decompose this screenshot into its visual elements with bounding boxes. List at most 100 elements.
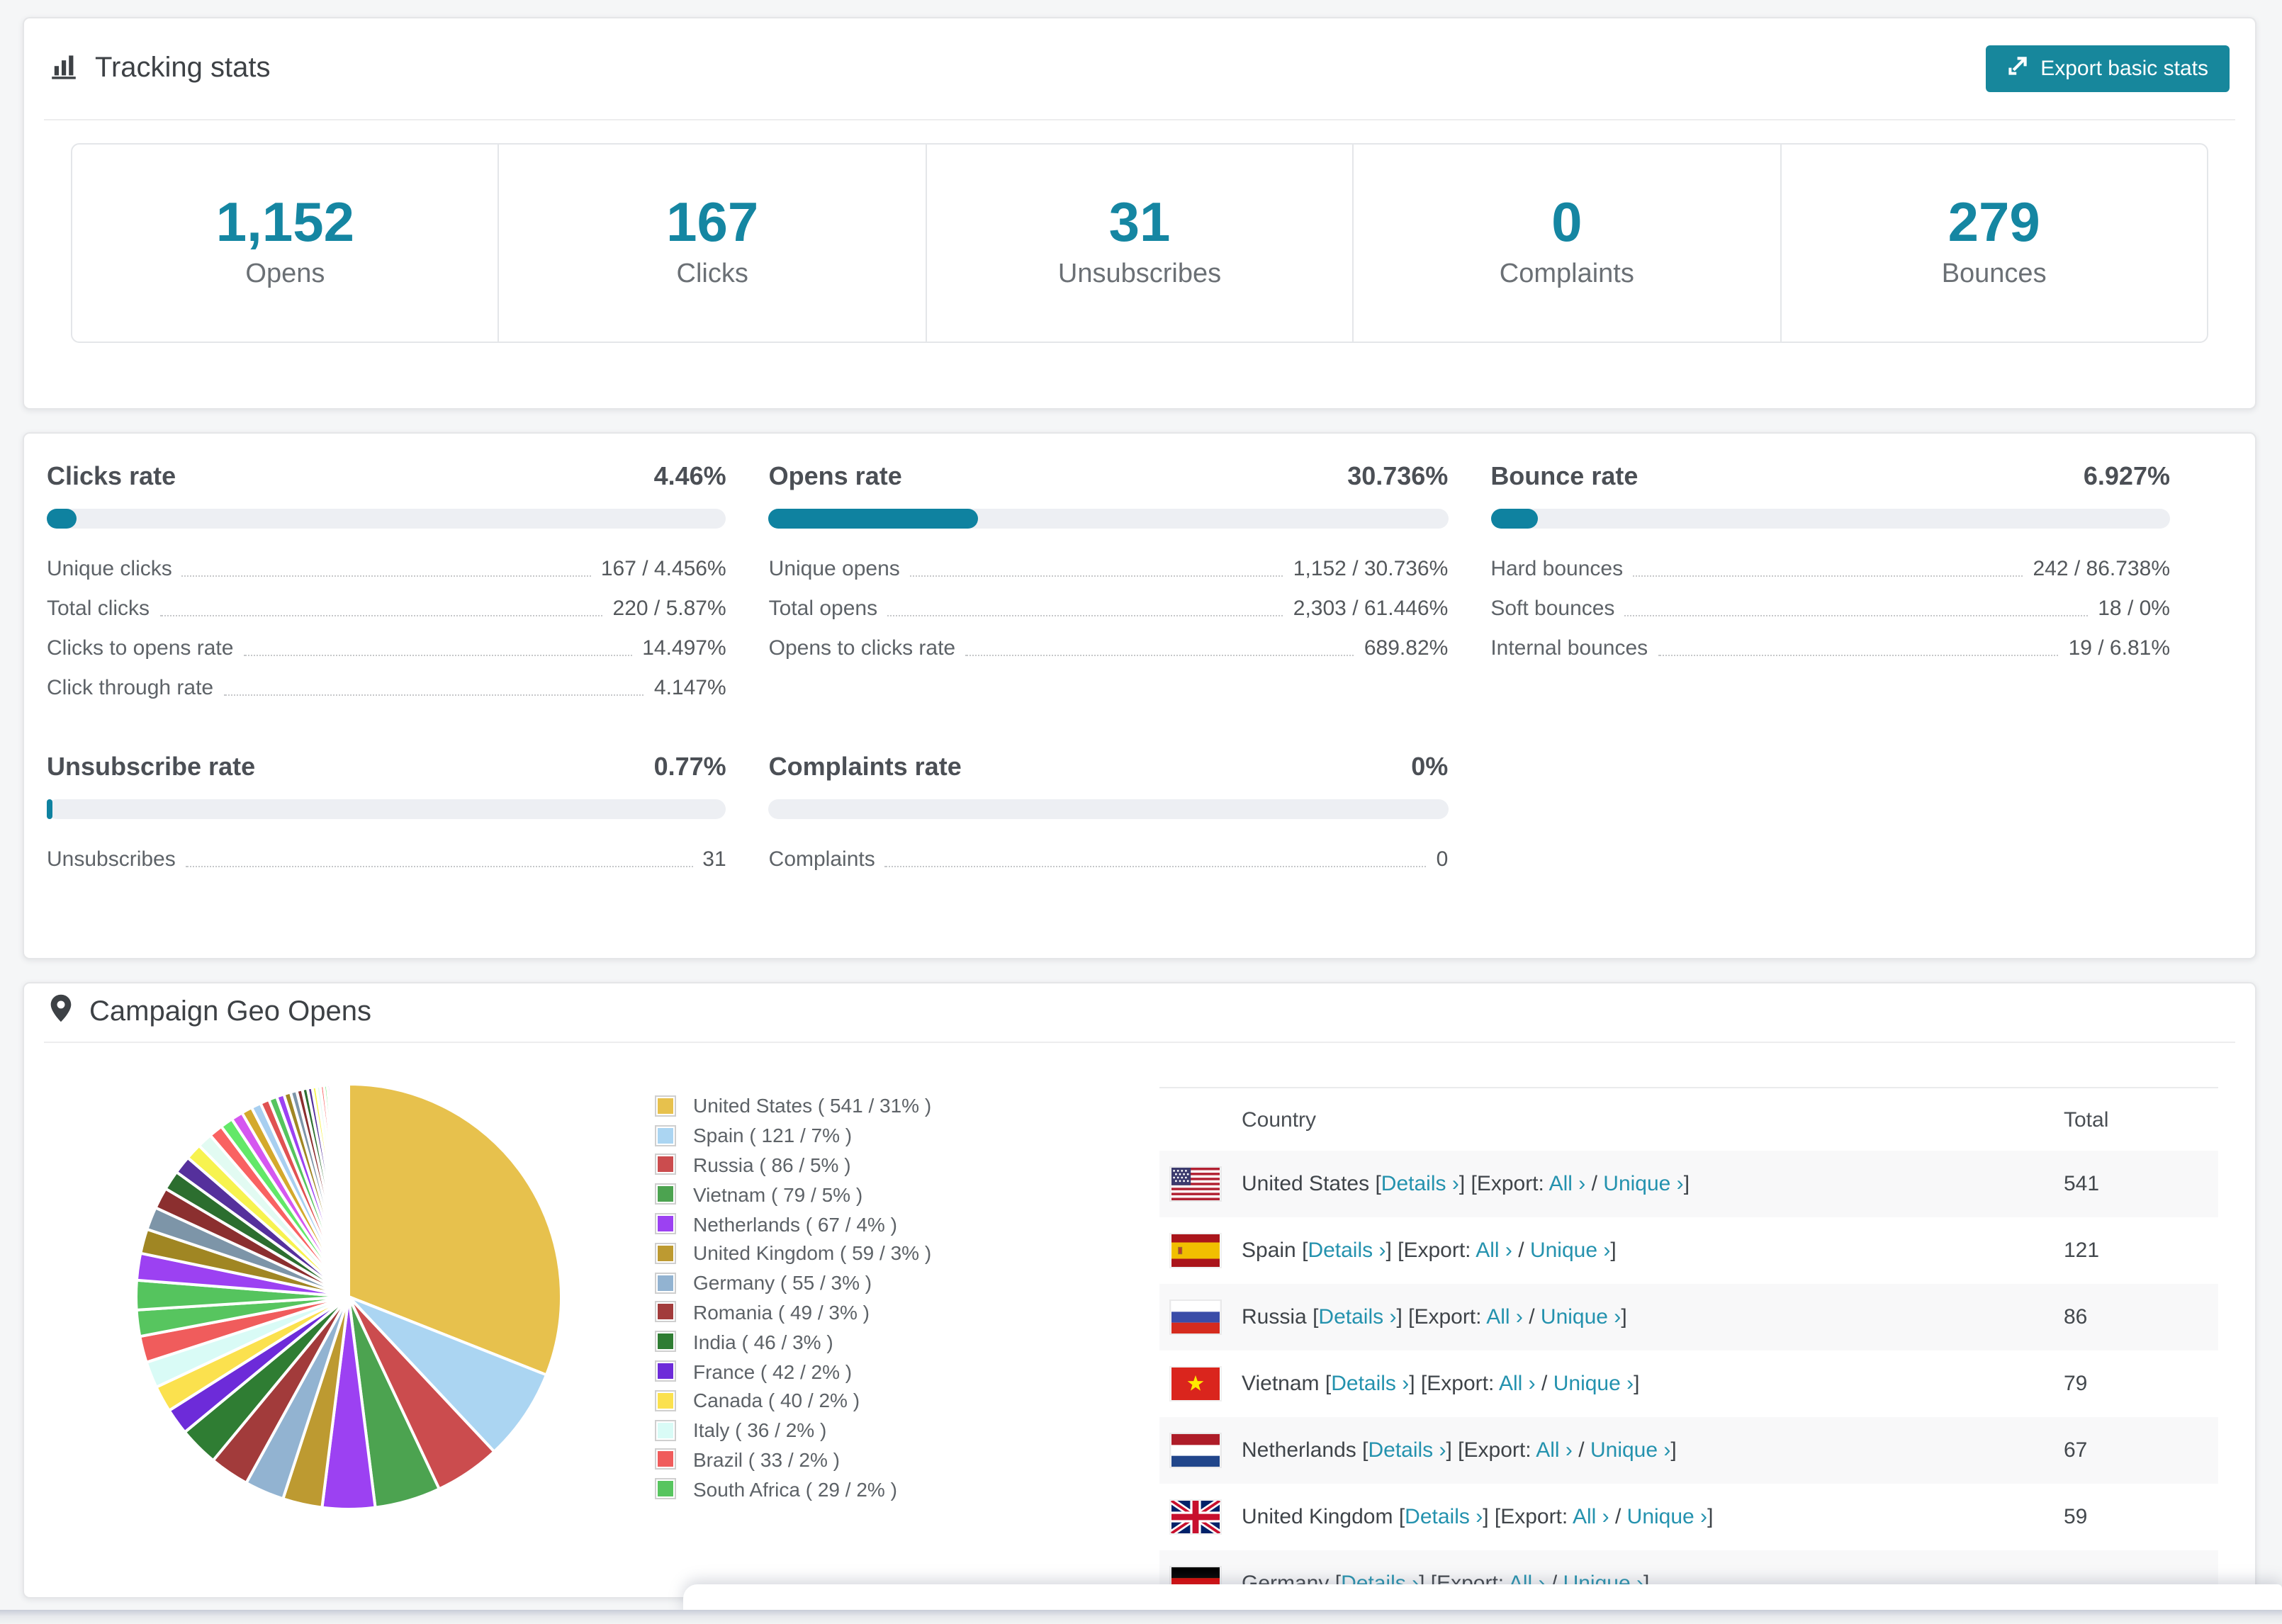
export-unique-link[interactable]: Unique › (1626, 1505, 1708, 1529)
dotted-leader (223, 694, 644, 696)
legend-swatch (655, 1419, 676, 1441)
bracket: ] [Export: (1446, 1438, 1536, 1462)
metric-value: 167 / 4.456% (600, 556, 726, 580)
rate-title: Unsubscribe rate (47, 752, 256, 781)
total-value: 79 (2064, 1372, 2088, 1396)
metric-row: Total clicks 220 / 5.87% (47, 588, 726, 628)
export-unique-link[interactable]: Unique › (1529, 1239, 1611, 1263)
stat-value: 279 (1947, 192, 2040, 254)
bracket: [ (1362, 1438, 1368, 1462)
legend-item-south-africa: South Africa ( 29 / 2% ) (655, 1474, 931, 1504)
export-unique-link[interactable]: Unique › (1553, 1372, 1634, 1396)
legend-item-united-kingdom: United Kingdom ( 59 / 3% ) (655, 1239, 931, 1268)
export-all-link[interactable]: All › (1499, 1372, 1536, 1396)
metric-label: Total opens (768, 596, 878, 620)
tracking-stats-title: Tracking stats (50, 50, 271, 87)
legend-swatch (655, 1213, 676, 1235)
stat-label: Opens (245, 259, 325, 290)
vn-flag-icon (1171, 1368, 1220, 1400)
stat-label: Unsubscribes (1057, 259, 1222, 290)
tracking-stats-card: Tracking stats Export basic stats 1,152 O… (23, 17, 2256, 410)
rate-value: 30.736% (1347, 462, 1449, 490)
dotted-leader (159, 615, 603, 616)
slash: / (1522, 1305, 1541, 1329)
legend-item-russia: Russia ( 86 / 5% ) (655, 1150, 931, 1180)
details-link[interactable]: Details › (1308, 1239, 1386, 1263)
clicks-rate-section: Clicks rate 4.46% Unique clicks 167 / 4.4… (47, 462, 726, 707)
dotted-leader (243, 655, 633, 656)
export-unique-link[interactable]: Unique › (1590, 1438, 1671, 1462)
details-link[interactable]: Details › (1405, 1505, 1483, 1529)
legend-swatch (655, 1448, 676, 1470)
legend-label: Vietnam ( 79 / 5% ) (693, 1183, 863, 1206)
metric-row: Click through rate 4.147% (47, 667, 726, 707)
export-all-link[interactable]: All › (1536, 1438, 1573, 1462)
total-value: 67 (2064, 1438, 2088, 1462)
geo-pie-chart[interactable] (122, 1070, 575, 1523)
total-value: 86 (2064, 1305, 2088, 1329)
bracket: ] [Export: (1396, 1305, 1487, 1329)
rate-title: Opens rate (768, 462, 902, 490)
metric-row: Complaints 0 (769, 839, 1449, 879)
country-name: Vietnam (1242, 1372, 1325, 1396)
metric-row: Hard bounces 242 / 86.738% (1490, 548, 2170, 588)
country-name: United Kingdom (1242, 1505, 1399, 1529)
legend-label: Germany ( 55 / 3% ) (693, 1271, 872, 1295)
export-all-link[interactable]: All › (1572, 1505, 1609, 1529)
progress-bar (47, 799, 726, 819)
rate-value: 6.927% (2083, 462, 2170, 490)
details-link[interactable]: Details › (1381, 1172, 1459, 1196)
metric-value: 2,303 / 61.446% (1293, 596, 1449, 620)
country-cell: Netherlands [Details ›] [Export: All › /… (1242, 1438, 1677, 1462)
details-link[interactable]: Details › (1318, 1305, 1397, 1329)
legend-item-romania: Romania ( 49 / 3% ) (655, 1297, 931, 1327)
legend-swatch (655, 1389, 676, 1411)
stat-value: 167 (666, 192, 759, 254)
dotted-leader (185, 866, 693, 867)
details-link[interactable]: Details › (1368, 1438, 1446, 1462)
metric-label: Total clicks (47, 596, 150, 620)
table-row-ru: Russia [Details ›] [Export: All › / Uniq… (1159, 1284, 2218, 1350)
export-unique-link[interactable]: Unique › (1603, 1172, 1684, 1196)
total-value: 541 (2064, 1172, 2100, 1196)
details-link[interactable]: Details › (1331, 1372, 1410, 1396)
bracket: ] (1707, 1505, 1714, 1529)
complaints-rate-section: Complaints rate 0% Complaints 0 (768, 752, 1449, 879)
bracket: [ (1375, 1172, 1381, 1196)
export-all-link[interactable]: All › (1476, 1239, 1512, 1263)
export-unique-link[interactable]: Unique › (1540, 1305, 1621, 1329)
metric-row: Unique clicks 167 / 4.456% (47, 548, 726, 588)
legend-label: Romania ( 49 / 3% ) (693, 1300, 870, 1324)
legend-label: Canada ( 40 / 2% ) (693, 1389, 860, 1412)
bracket: ] (1610, 1239, 1617, 1263)
us-flag-icon (1171, 1168, 1220, 1200)
metric-label: Opens to clicks rate (768, 636, 956, 660)
dotted-leader (1624, 615, 2089, 616)
header-divider (44, 119, 2235, 120)
legend-label: India ( 46 / 3% ) (693, 1330, 833, 1353)
slash: / (1535, 1372, 1553, 1396)
legend-label: Spain ( 121 / 7% ) (693, 1124, 853, 1147)
bracket: ] (1634, 1372, 1640, 1396)
export-all-link[interactable]: All › (1548, 1172, 1586, 1196)
metric-row: Soft bounces 18 / 0% (1490, 588, 2170, 628)
legend-label: Russia ( 86 / 5% ) (693, 1153, 851, 1176)
bracket: ] [Export: (1409, 1372, 1499, 1396)
bottom-scroll-shadow (0, 1610, 2282, 1624)
legend-item-vietnam: Vietnam ( 79 / 5% ) (655, 1180, 931, 1209)
legend-swatch (655, 1331, 676, 1353)
stat-box-bounces: 279 Bounces (1781, 145, 2207, 342)
bracket: ] [Export: (1483, 1505, 1573, 1529)
country-name: Netherlands (1242, 1438, 1363, 1462)
progress-bar-fill (768, 509, 978, 529)
legend-swatch (655, 1301, 676, 1323)
rate-value: 0% (1411, 752, 1449, 781)
total-column-header: Total (2064, 1107, 2109, 1132)
country-cell: United Kingdom [Details ›] [Export: All … (1242, 1505, 1713, 1529)
stats-row: 1,152 Opens 167 Clicks 31 Unsubscribes 0 Compla… (71, 143, 2208, 343)
bracket: ] (1670, 1438, 1677, 1462)
export-all-link[interactable]: All › (1486, 1305, 1523, 1329)
table-row-gb: United Kingdom [Details ›] [Export: All … (1159, 1484, 2218, 1550)
export-basic-stats-button[interactable]: Export basic stats (1985, 45, 2230, 92)
